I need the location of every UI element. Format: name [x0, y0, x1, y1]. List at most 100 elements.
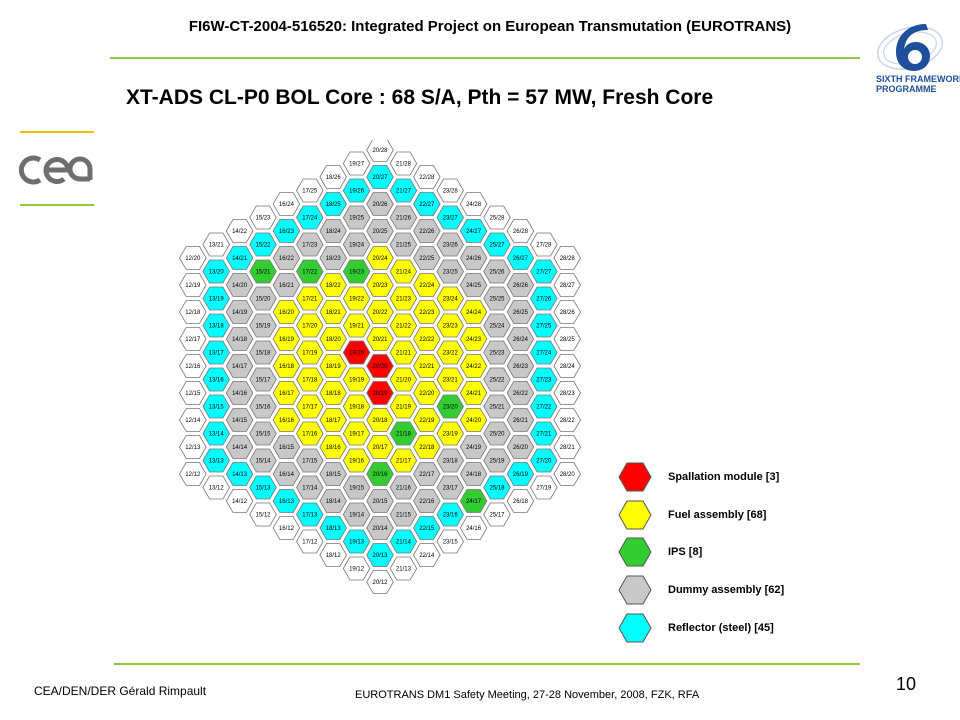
assembly-28-25: 28/25 — [553, 327, 581, 351]
assembly-14-22: 14/22 — [225, 219, 254, 243]
assembly-26-19: 26/19 — [506, 462, 535, 486]
assembly-label: 24/17 — [466, 499, 482, 505]
assembly-21-16: 21/16 — [389, 475, 418, 500]
assembly-hex — [202, 448, 230, 473]
assembly-label: 22/28 — [419, 175, 435, 181]
legend-dummy: Dummy assembly [62] — [618, 575, 958, 609]
assembly-hex — [319, 489, 347, 513]
assembly-label: 13/14 — [209, 432, 225, 438]
assembly-hex — [436, 394, 464, 419]
assembly-label: 17/17 — [302, 405, 318, 411]
fp6-logo-text-2: PROGRAMME — [876, 84, 937, 94]
assembly-hex — [319, 327, 347, 351]
assembly-hex — [389, 205, 418, 230]
assembly-label: 13/18 — [209, 324, 225, 330]
assembly-18-14: 18/14 — [319, 489, 347, 513]
assembly-23-24: 23/24 — [436, 286, 464, 311]
assembly-hex — [459, 219, 488, 243]
assembly-label: 25/28 — [489, 216, 505, 222]
assembly-label: 20/15 — [372, 499, 388, 505]
assembly-hex — [225, 273, 254, 297]
assembly-label: 22/27 — [419, 202, 435, 208]
assembly-15-12: 15/12 — [249, 502, 277, 527]
assembly-hex — [459, 354, 488, 378]
assembly-20-13: 20/13 — [366, 543, 394, 567]
assembly-hex — [319, 408, 347, 432]
assembly-15-15: 15/15 — [249, 421, 277, 446]
assembly-hex — [506, 462, 535, 486]
assembly-hex — [483, 394, 511, 419]
assembly-27-23: 27/23 — [530, 367, 558, 392]
assembly-12-13: 12/13 — [179, 435, 207, 459]
assembly-label: 17/18 — [302, 378, 318, 384]
assembly-hex — [553, 273, 581, 297]
assembly-hex — [296, 178, 324, 203]
assembly-label: 23/28 — [443, 189, 459, 195]
assembly-22-14: 22/14 — [413, 543, 441, 567]
assembly-hex — [272, 408, 301, 432]
legend-spallation: Spallation module [3] — [618, 462, 958, 496]
assembly-label: 14/20 — [232, 283, 248, 289]
assembly-hex — [413, 273, 441, 297]
assembly-27-21: 27/21 — [530, 421, 558, 446]
assembly-label: 17/15 — [302, 459, 318, 465]
assembly-label: 19/15 — [349, 486, 365, 492]
assembly-hex — [506, 489, 535, 513]
assembly-label: 21/22 — [396, 324, 412, 330]
assembly-label: 18/14 — [326, 499, 342, 505]
assembly-hex — [179, 327, 207, 351]
assembly-hex — [366, 165, 394, 189]
assembly-15-23: 15/23 — [249, 205, 277, 230]
assembly-hex — [319, 543, 347, 567]
assembly-18-26: 18/26 — [319, 165, 347, 189]
assembly-label: 26/21 — [513, 418, 529, 424]
assembly-hex — [553, 246, 581, 270]
assembly-26-28: 26/28 — [506, 219, 535, 243]
assembly-label: 22/15 — [419, 526, 435, 532]
assembly-label: 28/23 — [560, 391, 576, 397]
assembly-hex — [249, 340, 277, 365]
assembly-20-26: 20/26 — [366, 192, 394, 216]
assembly-hex — [413, 165, 441, 189]
assembly-hex — [553, 408, 581, 432]
assembly-hex — [436, 205, 464, 230]
assembly-12-14: 12/14 — [179, 408, 207, 432]
assembly-label: 26/20 — [513, 445, 529, 451]
assembly-label: 17/23 — [302, 243, 318, 249]
assembly-20-23: 20/23 — [366, 273, 394, 297]
assembly-22-24: 22/24 — [413, 273, 441, 297]
assembly-label: 18/16 — [326, 445, 342, 451]
assembly-14-13: 14/13 — [225, 462, 254, 486]
assembly-hex — [225, 327, 254, 351]
assembly-label: 23/15 — [443, 540, 459, 546]
assembly-hex — [179, 246, 207, 270]
assembly-hex — [202, 232, 230, 257]
assembly-hex — [506, 354, 535, 378]
assembly-16-13: 16/13 — [272, 489, 301, 513]
assembly-label: 14/21 — [232, 256, 248, 262]
assembly-label: 18/17 — [326, 418, 342, 424]
assembly-hex — [366, 408, 394, 432]
assembly-label: 15/12 — [255, 513, 271, 519]
assembly-16-14: 16/14 — [272, 462, 301, 486]
assembly-hex — [366, 192, 394, 216]
assembly-19-21: 19/21 — [342, 313, 371, 338]
assembly-hex — [506, 435, 535, 459]
assembly-14-16: 14/16 — [225, 381, 254, 405]
assembly-label: 24/16 — [466, 526, 482, 532]
assembly-19-27: 19/27 — [342, 151, 371, 176]
assembly-hex — [506, 273, 535, 297]
assembly-label: 12/15 — [185, 391, 201, 397]
assembly-12-16: 12/16 — [179, 354, 207, 378]
assembly-hex — [225, 300, 254, 324]
assembly-label: 22/21 — [419, 364, 435, 370]
assembly-label: 20/21 — [372, 337, 388, 343]
assembly-label: 22/17 — [419, 472, 435, 478]
assembly-label: 22/22 — [419, 337, 435, 343]
assembly-label: 22/20 — [419, 391, 435, 397]
assembly-hex — [366, 543, 394, 567]
assembly-22-23: 22/23 — [413, 300, 441, 324]
assembly-label: 21/14 — [396, 540, 412, 546]
assembly-label: 12/19 — [185, 283, 201, 289]
assembly-label: 26/22 — [513, 391, 529, 397]
